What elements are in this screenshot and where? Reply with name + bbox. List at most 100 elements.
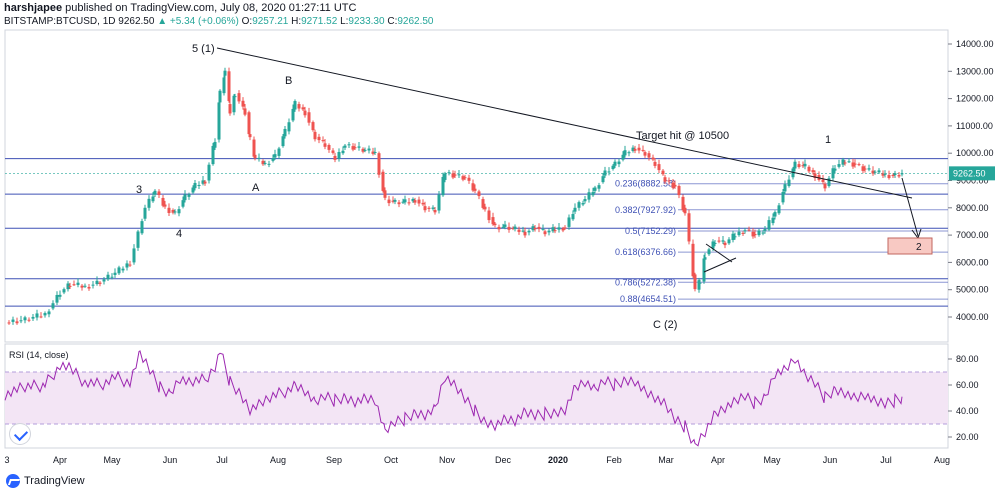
candle-body — [197, 184, 201, 186]
wave-5-label: 5 (1) — [192, 43, 215, 55]
candle-body — [173, 211, 177, 213]
candle-body — [287, 122, 291, 132]
time-tick-label: 3 — [4, 455, 9, 465]
candle-body — [401, 201, 405, 203]
open-label: O: — [241, 16, 253, 27]
price-tick-label: 7000.00 — [956, 230, 989, 240]
candle-body — [527, 230, 531, 233]
candle-body — [237, 93, 241, 102]
candle-body — [373, 151, 377, 153]
symbol-name: BITSTAMP:BTCUSD, 1D — [4, 16, 116, 27]
candle-body — [273, 154, 277, 158]
candle-body — [76, 282, 80, 285]
candle-body — [481, 199, 485, 208]
candle-body — [297, 104, 301, 109]
candle-body — [181, 200, 185, 207]
candle-body — [741, 232, 745, 234]
low-value: 9233.30 — [348, 16, 385, 27]
candle-body — [167, 207, 171, 213]
candle-body — [191, 187, 195, 193]
chart-settings-icon[interactable] — [10, 424, 30, 444]
candle-body — [521, 230, 525, 232]
candle-body — [218, 90, 222, 103]
candle-body — [777, 205, 781, 214]
price-tag-label: 9262.50 — [953, 168, 986, 178]
candle-body — [31, 316, 35, 319]
candle-body — [487, 210, 491, 221]
candle-body — [821, 179, 825, 182]
publish-info: published on TradingView.com, July 08, 2… — [65, 2, 357, 14]
last-price: 9262.50 — [118, 16, 155, 27]
candle-body — [861, 166, 865, 171]
candle-body — [35, 313, 39, 318]
chart-canvas[interactable]: 14000.0013000.0012000.0011000.0010000.00… — [0, 0, 1000, 470]
candle-body — [361, 148, 365, 152]
target-annotation: Target hit @ 10500 — [636, 130, 729, 142]
candle-body — [853, 163, 857, 165]
candle-body — [357, 146, 361, 148]
time-tick-label: Sep — [326, 455, 342, 465]
candle-body — [833, 168, 837, 171]
candle-body — [47, 311, 51, 315]
candle-body — [653, 161, 657, 166]
candle-body — [717, 240, 721, 242]
fib-level-label: 0.618(6376.66) — [615, 247, 676, 257]
candle-body — [110, 276, 114, 278]
candle-body — [267, 163, 271, 165]
candle-body — [293, 101, 297, 110]
candle-body — [507, 226, 511, 230]
price-tick-label: 10000.00 — [956, 148, 994, 158]
candle-body — [787, 179, 791, 186]
candle-body — [351, 146, 355, 150]
wave-b-label: B — [285, 75, 292, 87]
candle-body — [607, 171, 611, 173]
candle-body — [623, 150, 627, 156]
candle-body — [383, 190, 387, 198]
candle-body — [493, 223, 497, 226]
candle-body — [193, 182, 197, 189]
candle-body — [252, 139, 256, 157]
candle-body — [511, 228, 515, 230]
candle-body — [537, 226, 541, 230]
candle-body — [517, 229, 521, 232]
candle-body — [807, 166, 811, 172]
candle-body — [823, 183, 827, 189]
candle-body — [811, 170, 815, 173]
candle-body — [381, 171, 385, 191]
candle-body — [827, 178, 831, 186]
candle-body — [377, 153, 381, 175]
candle-body — [161, 197, 165, 206]
candle-body — [223, 70, 227, 76]
candle-body — [593, 187, 597, 191]
price-tick-label: 6000.00 — [956, 257, 989, 267]
candle-body — [136, 231, 140, 248]
candle-body — [213, 141, 217, 148]
candle-body — [337, 151, 341, 159]
candle-body — [303, 110, 307, 116]
price-tick-label: 12000.00 — [956, 94, 994, 104]
price-tick-label: 13000.00 — [956, 66, 994, 76]
candle-body — [257, 157, 261, 159]
rsi-tick-label: 80.00 — [956, 354, 979, 364]
candle-body — [327, 145, 331, 150]
wave-a-label: A — [252, 182, 260, 194]
time-tick-label: Aug — [270, 455, 286, 465]
chart-header: harshjapee published on TradingView.com,… — [0, 0, 1000, 30]
candle-body — [671, 182, 675, 188]
candle-body — [43, 313, 47, 316]
time-tick-label: Dec — [495, 455, 512, 465]
fib-level-label: 0.88(4654.51) — [620, 294, 676, 304]
candle-body — [721, 240, 725, 242]
candle-body — [900, 173, 904, 175]
candle-body — [281, 136, 285, 147]
candle-body — [467, 177, 471, 181]
tradingview-logo[interactable]: TradingView — [6, 474, 85, 488]
candle-body — [553, 230, 557, 232]
candle-body — [637, 147, 641, 151]
candle-body — [601, 176, 605, 183]
candle-body — [371, 151, 375, 154]
candle-body — [561, 228, 565, 231]
candle-body — [513, 226, 517, 230]
candle-body — [657, 164, 661, 171]
candle-body — [557, 227, 561, 230]
